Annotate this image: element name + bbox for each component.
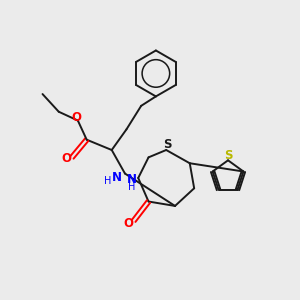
Text: O: O [124, 217, 134, 230]
Text: H: H [104, 176, 112, 186]
Text: S: S [224, 148, 232, 161]
Text: S: S [164, 138, 172, 151]
Text: O: O [71, 110, 81, 124]
Text: H: H [128, 182, 135, 192]
Text: N: N [127, 173, 137, 186]
Text: O: O [62, 152, 72, 165]
Text: N: N [112, 171, 122, 184]
